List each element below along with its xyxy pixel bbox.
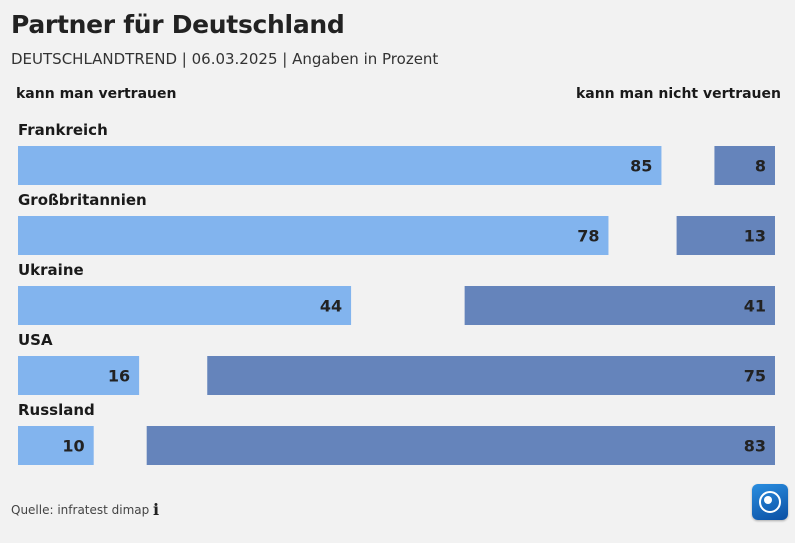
- value-label-distrust: 41: [744, 297, 766, 316]
- value-label-distrust: 75: [744, 367, 766, 386]
- category-label: USA: [18, 331, 53, 349]
- bar-distrust: [676, 216, 775, 255]
- bar-trust: [18, 286, 352, 325]
- bar-trust: [18, 426, 94, 465]
- chart-title: Partner für Deutschland: [11, 10, 345, 39]
- bar-distrust: [464, 286, 775, 325]
- category-label: Russland: [18, 401, 95, 419]
- bar-distrust: [207, 356, 775, 395]
- chart-subtitle: DEUTSCHLANDTREND | 06.03.2025 | Angaben …: [11, 50, 439, 68]
- category-label: Ukraine: [18, 261, 84, 279]
- source-note: Quelle: infratest dimap: [11, 503, 150, 517]
- value-label-distrust: 83: [744, 437, 766, 456]
- bar-trust: [18, 146, 662, 185]
- value-label-trust: 85: [630, 157, 652, 176]
- value-label-distrust: 13: [744, 227, 766, 246]
- bar-trust: [18, 356, 140, 395]
- bar-distrust: [714, 146, 775, 185]
- bar-trust: [18, 216, 609, 255]
- category-label: Großbritannien: [18, 191, 147, 209]
- value-label-trust: 16: [108, 367, 130, 386]
- value-label-trust: 78: [577, 227, 599, 246]
- legend-trust: kann man vertrauen: [16, 86, 177, 102]
- legend-distrust: kann man nicht vertrauen: [575, 86, 781, 102]
- value-label-distrust: 8: [755, 157, 766, 176]
- tagesschau-logo: [752, 484, 788, 520]
- bar-distrust: [146, 426, 775, 465]
- value-label-trust: 10: [62, 437, 84, 456]
- category-label: Frankreich: [18, 121, 108, 139]
- value-label-trust: 44: [320, 297, 342, 316]
- info-icon[interactable]: i: [153, 500, 160, 519]
